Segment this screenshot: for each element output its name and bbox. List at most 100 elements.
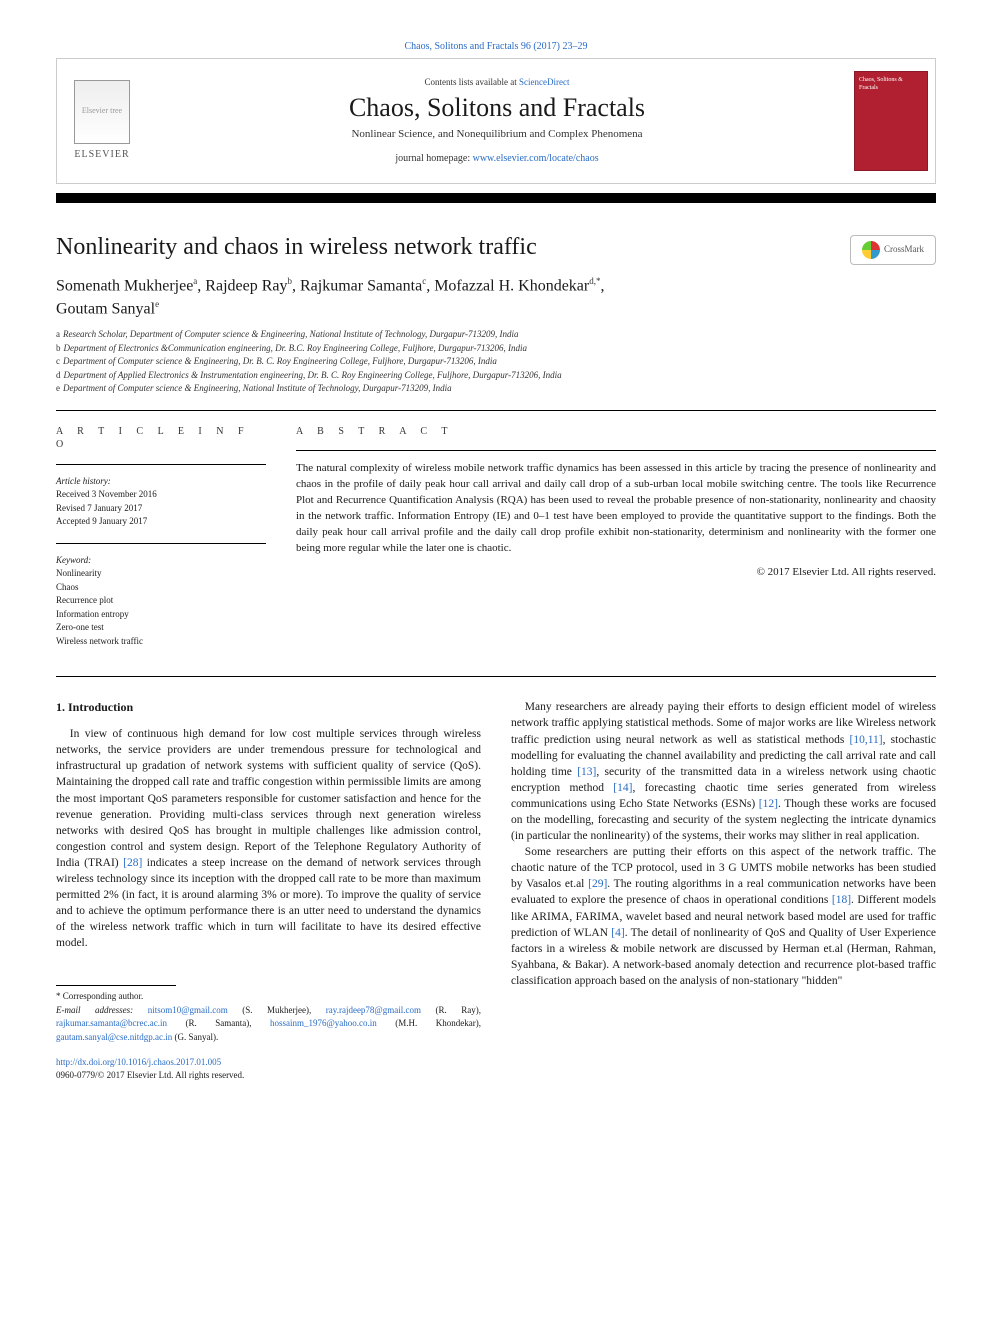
ref-link-4[interactable]: [4] — [611, 927, 624, 939]
keyword-1: Nonlinearity — [56, 567, 266, 581]
author-4: Mofazzal H. Khondekar — [434, 277, 589, 294]
email-label: E-mail addresses: — [56, 1005, 148, 1015]
crossmark-label: CrossMark — [884, 243, 924, 255]
author-2: Rajdeep Ray — [205, 277, 287, 294]
author-5-sup: e — [155, 299, 159, 309]
history-received: Received 3 November 2016 — [56, 488, 266, 502]
ref-link-29[interactable]: [29] — [588, 878, 607, 890]
journal-cover-image: Chaos, Solitons & Fractals — [854, 71, 928, 171]
email-5-name: (G. Sanyal). — [172, 1032, 218, 1042]
info-rule-2 — [56, 543, 266, 544]
elsevier-logo: Elsevier tree ELSEVIER — [57, 59, 147, 183]
sep: , — [600, 277, 604, 294]
keyword-6: Wireless network traffic — [56, 635, 266, 649]
ref-link-10-11[interactable]: [10,11] — [850, 734, 883, 746]
header-black-bar — [56, 193, 936, 203]
aff-label: b — [56, 342, 61, 356]
keyword-2: Chaos — [56, 581, 266, 595]
section-1-heading: 1. Introduction — [56, 699, 481, 716]
journal-header-center: Contents lists available at ScienceDirec… — [147, 59, 847, 183]
history-label: Article history: — [56, 475, 266, 489]
corresponding-author-note: * Corresponding author. — [56, 990, 481, 1004]
email-4-name: (M.H. Khondekar), — [377, 1018, 481, 1028]
email-2-name: (R. Ray), — [421, 1005, 481, 1015]
email-2[interactable]: ray.rajdeep78@gmail.com — [326, 1005, 421, 1015]
keyword-3: Recurrence plot — [56, 594, 266, 608]
crossmark-badge[interactable]: CrossMark — [850, 235, 936, 265]
journal-title: Chaos, Solitons and Fractals — [159, 90, 835, 125]
abstract-column: a b s t r a c t The natural complexity o… — [296, 425, 936, 663]
journal-cover-thumb: Chaos, Solitons & Fractals — [847, 59, 935, 183]
email-3[interactable]: rajkumar.samanta@bcrec.ac.in — [56, 1018, 167, 1028]
keyword-label: Keyword: — [56, 554, 266, 568]
email-1-name: (S. Mukherjee), — [228, 1005, 326, 1015]
aff-text: Department of Computer science & Enginee… — [63, 382, 452, 396]
author-3: Rajkumar Samanta — [300, 277, 422, 294]
rule-bottom — [56, 676, 936, 677]
right-para-2: Some researchers are putting their effor… — [511, 844, 936, 989]
journal-subtitle: Nonlinear Science, and Nonequilibrium an… — [159, 127, 835, 142]
abstract-copyright: © 2017 Elsevier Ltd. All rights reserved… — [296, 565, 936, 580]
sep: , — [426, 277, 434, 294]
email-5[interactable]: gautam.sanyal@cse.nitdgp.ac.in — [56, 1032, 172, 1042]
body-right-column: Many researchers are already paying thei… — [511, 699, 936, 1081]
email-3-name: (R. Samanta), — [167, 1018, 270, 1028]
keyword-5: Zero-one test — [56, 621, 266, 635]
issn-copyright: 0960-0779/© 2017 Elsevier Ltd. All right… — [56, 1070, 244, 1080]
intro-text-b: indicates a steep increase on the demand… — [56, 857, 481, 949]
email-addresses: E-mail addresses: nitsom10@gmail.com (S.… — [56, 1004, 481, 1045]
homepage-prefix: journal homepage: — [395, 153, 472, 164]
keyword-4: Information entropy — [56, 608, 266, 622]
author-4-sup: d,* — [589, 276, 600, 286]
affiliation-a: a Research Scholar, Department of Comput… — [56, 328, 936, 342]
aff-text: Department of Applied Electronics & Inst… — [64, 369, 562, 383]
info-rule — [56, 464, 266, 465]
email-1[interactable]: nitsom10@gmail.com — [148, 1005, 228, 1015]
author-5: Goutam Sanyal — [56, 300, 155, 317]
aff-text: Department of Electronics &Communication… — [64, 342, 528, 356]
footnotes: * Corresponding author. E-mail addresses… — [56, 990, 481, 1044]
affiliation-d: d Department of Applied Electronics & In… — [56, 369, 936, 383]
article-info-column: a r t i c l e i n f o Article history: R… — [56, 425, 266, 663]
abstract-heading: a b s t r a c t — [296, 425, 936, 439]
right-para-1: Many researchers are already paying thei… — [511, 699, 936, 844]
aff-text: Department of Computer science & Enginee… — [63, 355, 497, 369]
aff-label: a — [56, 328, 60, 342]
intro-text-a: In view of continuous high demand for lo… — [56, 728, 481, 869]
footnote-rule — [56, 985, 176, 986]
crossmark-icon — [862, 241, 880, 259]
aff-text: Research Scholar, Department of Computer… — [63, 328, 519, 342]
doi-link[interactable]: http://dx.doi.org/10.1016/j.chaos.2017.0… — [56, 1057, 221, 1067]
paper-title: Nonlinearity and chaos in wireless netwo… — [56, 231, 850, 263]
intro-paragraph: In view of continuous high demand for lo… — [56, 726, 481, 951]
journal-header-box: Elsevier tree ELSEVIER Contents lists av… — [56, 58, 936, 184]
journal-homepage-line: journal homepage: www.elsevier.com/locat… — [159, 152, 835, 166]
aff-label: d — [56, 369, 61, 383]
affiliations: a Research Scholar, Department of Comput… — [56, 328, 936, 396]
journal-homepage-link[interactable]: www.elsevier.com/locate/chaos — [473, 153, 599, 164]
history-accepted: Accepted 9 January 2017 — [56, 515, 266, 529]
article-info-heading: a r t i c l e i n f o — [56, 425, 266, 452]
ref-link-13[interactable]: [13] — [577, 766, 596, 778]
abstract-text: The natural complexity of wireless mobil… — [296, 461, 936, 557]
body-left-column: 1. Introduction In view of continuous hi… — [56, 699, 481, 1081]
abstract-rule — [296, 450, 936, 451]
cover-title-text: Chaos, Solitons & Fractals — [859, 76, 923, 92]
sep: , — [292, 277, 300, 294]
ref-link-18[interactable]: [18] — [832, 894, 851, 906]
affiliation-e: e Department of Computer science & Engin… — [56, 382, 936, 396]
elsevier-tree-icon: Elsevier tree — [74, 80, 130, 144]
contents-prefix: Contents lists available at — [425, 77, 519, 87]
aff-label: c — [56, 355, 60, 369]
sciencedirect-link[interactable]: ScienceDirect — [519, 77, 569, 87]
ref-link-12[interactable]: [12] — [759, 798, 778, 810]
affiliation-b: b Department of Electronics &Communicati… — [56, 342, 936, 356]
doi-block: http://dx.doi.org/10.1016/j.chaos.2017.0… — [56, 1056, 481, 1081]
aff-label: e — [56, 382, 60, 396]
affiliation-c: c Department of Computer science & Engin… — [56, 355, 936, 369]
history-revised: Revised 7 January 2017 — [56, 502, 266, 516]
ref-link-28[interactable]: [28] — [123, 857, 142, 869]
authors-line: Somenath Mukherjeea, Rajdeep Rayb, Rajku… — [56, 275, 936, 320]
ref-link-14[interactable]: [14] — [613, 782, 632, 794]
email-4[interactable]: hossainm_1976@yahoo.co.in — [270, 1018, 377, 1028]
